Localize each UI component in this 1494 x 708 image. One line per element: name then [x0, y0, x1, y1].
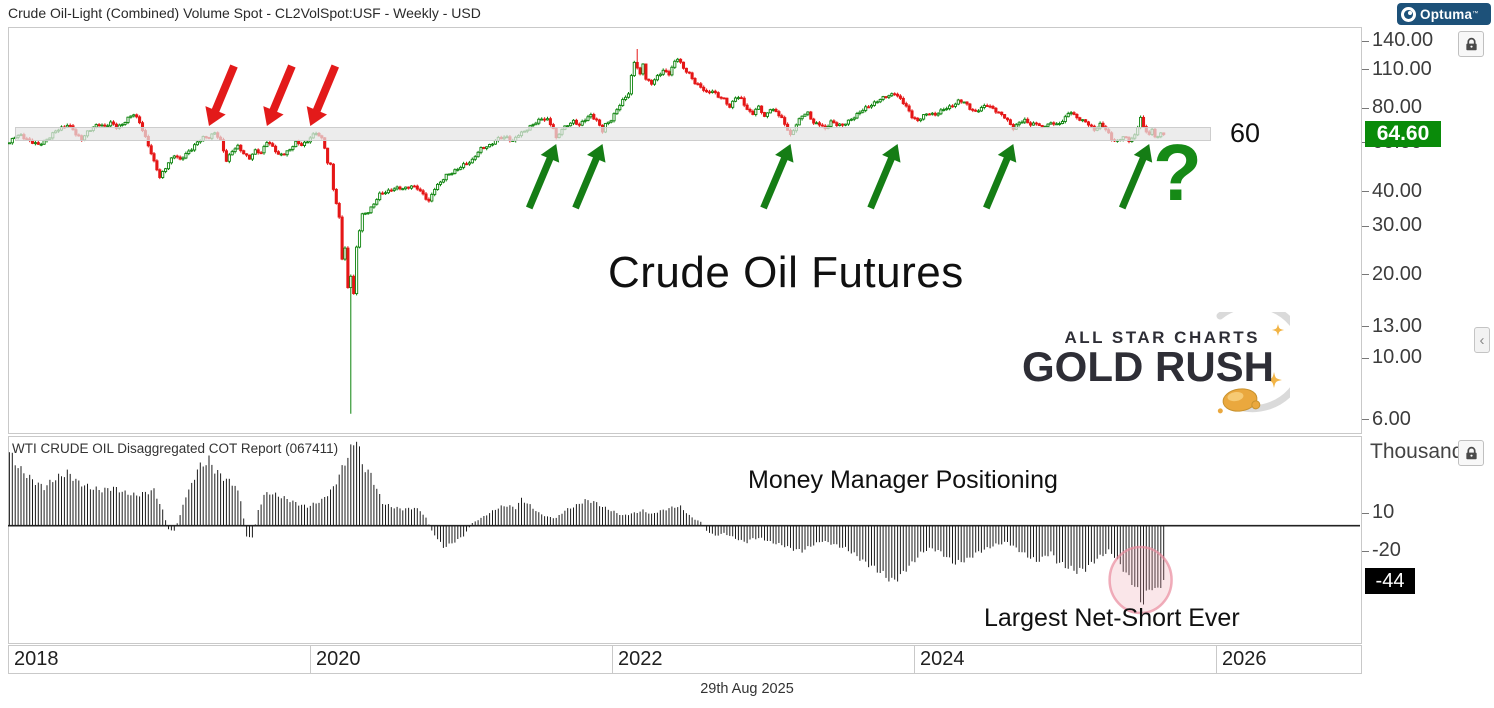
price-tick-mark [1362, 274, 1369, 276]
year-separator [1216, 645, 1217, 674]
price-tick-mark [1362, 419, 1369, 421]
question-mark-annotation: ? [1153, 128, 1202, 217]
resistance-zone-band[interactable] [15, 127, 1211, 141]
optuma-logo: Optuma ™ [1397, 3, 1491, 25]
price-tick-mark [1362, 225, 1369, 227]
collapse-panel-button[interactable]: ‹ [1474, 327, 1490, 353]
footer-date: 29th Aug 2025 [700, 681, 794, 697]
price-tick-mark [1362, 357, 1369, 359]
price-tick-label: 80.00 [1372, 96, 1423, 119]
year-label: 2022 [618, 648, 663, 670]
price-axis[interactable]: 140.00110.0080.0060.0040.0030.0020.0013.… [1362, 27, 1494, 434]
money-manager-label: Money Manager Positioning [748, 466, 1058, 494]
price-tick-mark [1362, 326, 1369, 328]
price-tick-label: 140.00 [1372, 29, 1434, 51]
cot-report-label: WTI CRUDE OIL Disaggregated COT Report (… [12, 441, 339, 456]
asc-logo-line1: ALL STAR CHARTS [1064, 328, 1260, 347]
price-tick-label: 20.00 [1372, 262, 1423, 285]
year-label: 2024 [920, 648, 965, 670]
chevron-left-icon: ‹ [1479, 331, 1485, 349]
cot-tick-label: -20 [1372, 539, 1401, 562]
price-tick-mark [1362, 69, 1369, 71]
cot-tick-label: 10 [1372, 501, 1395, 524]
allstarcharts-goldrush-logo: ALL STAR CHARTS GOLD RUSH [1022, 312, 1290, 414]
gold-nugget-icon [1217, 388, 1261, 414]
cot-units-label: Thousands [1370, 440, 1458, 463]
year-separator [612, 645, 613, 674]
price-tick-mark [1362, 40, 1369, 42]
cot-tick-mark [1362, 512, 1369, 514]
year-separator [914, 645, 915, 674]
cot-tick-mark [1362, 550, 1369, 552]
year-label: 2020 [316, 648, 361, 670]
year-label: 2018 [14, 648, 59, 670]
price-tick-label: 40.00 [1372, 179, 1423, 202]
price-tick-label: 13.00 [1372, 314, 1423, 337]
cot-histogram-canvas[interactable] [8, 436, 1362, 644]
chart-title: Crude Oil-Light (Combined) Volume Spot -… [8, 5, 481, 21]
price-tick-label: 10.00 [1372, 346, 1423, 369]
net-short-label: Largest Net-Short Ever [984, 604, 1240, 632]
annotation-arrows-layer [205, 64, 1153, 210]
lock-icon [1465, 446, 1477, 459]
goldrush-swoosh-icon [1216, 312, 1290, 414]
last-price-badge: 64.60 [1365, 120, 1441, 147]
optuma-brand-text: Optuma [1420, 6, 1473, 22]
asc-logo-line2: GOLD RUSH [1022, 343, 1274, 390]
year-label: 2026 [1222, 648, 1267, 670]
cot-axis[interactable]: 10 -20 [1362, 436, 1494, 644]
price-tick-mark [1362, 107, 1369, 109]
price-chart-canvas[interactable] [8, 27, 1362, 434]
year-separator [310, 645, 311, 674]
optuma-icon [1401, 6, 1416, 22]
lock-icon [1465, 37, 1477, 50]
price-tick-label: 110.00 [1372, 57, 1432, 80]
chart-annotation-label: Crude Oil Futures [608, 248, 964, 297]
price-tick-mark [1362, 191, 1369, 193]
last-cot-value-badge: -44 [1365, 568, 1415, 595]
xaxis-strip-border [8, 645, 1362, 674]
price-tick-label: 30.00 [1372, 214, 1423, 237]
price-tick-label: 6.00 [1372, 407, 1411, 430]
cot-scale-lock-button[interactable] [1458, 440, 1484, 466]
price-scale-lock-button[interactable] [1458, 31, 1484, 57]
resistance-level-label: 60 [1230, 118, 1261, 148]
